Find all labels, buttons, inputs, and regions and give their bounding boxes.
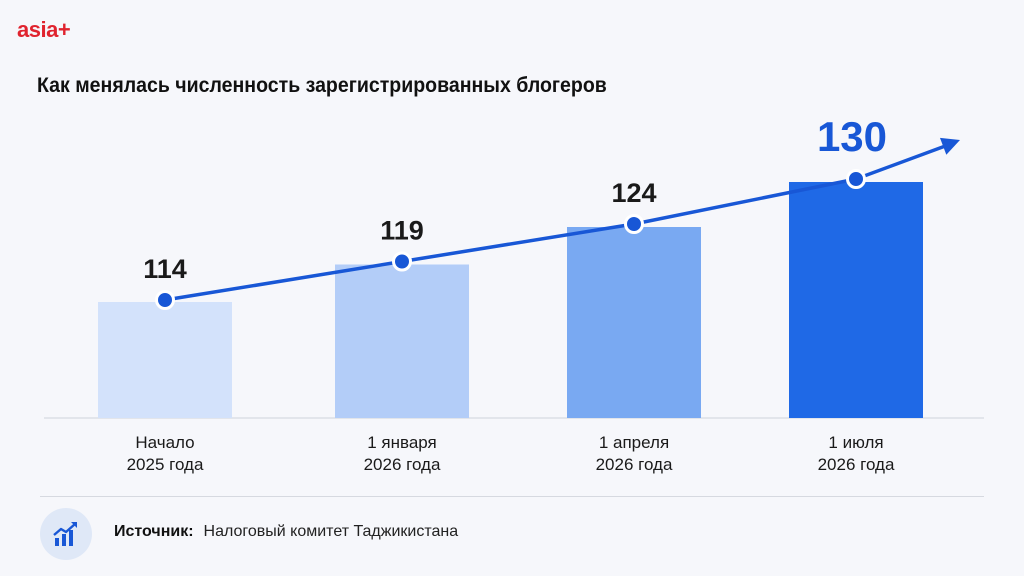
x-tick-label-line: 1 января [367,433,437,452]
x-tick-label-4: 1 июля 2026 года [766,432,946,476]
x-tick-label-2: 1 января 2026 года [312,432,492,476]
trend-point-3 [624,214,644,234]
value-label-1: 114 [143,254,187,284]
trend-point-2 [392,251,412,272]
trend-arrow-head [939,137,960,155]
bar-3 [567,227,701,418]
source-text: Налоговый комитет Таджикистана [203,523,459,540]
chart-title: Как менялась численность зарегистрирован… [37,74,607,97]
x-tick-label-line: 2026 года [595,455,673,474]
trend-point-1 [155,290,175,310]
x-tick-label-line: 2025 года [126,455,204,474]
x-tick-label-line: 1 апреля [598,433,670,452]
x-tick-label-line: 2026 года [363,455,441,474]
brand-logo: asia+ [17,17,71,42]
x-tick-label-line: Начало [135,433,195,452]
trend-point-4 [846,169,866,189]
chart-growth-icon [40,508,92,560]
bar-4 [789,182,923,418]
source-line: Источник: Налоговый комитет Таджикистана [114,523,458,541]
value-label-3: 124 [611,178,656,208]
source-label: Источник: [114,523,194,540]
value-label-4: 130 [817,113,887,160]
bar-1 [98,302,232,418]
bar-2 [335,264,469,418]
x-tick-label-3: 1 апреля 2026 года [544,432,724,476]
x-tick-label-line: 2026 года [817,455,895,474]
value-label-2: 119 [380,216,424,246]
divider [40,496,984,497]
x-tick-label-line: 1 июля [828,433,884,452]
x-tick-label-1: Начало 2025 года [75,432,255,476]
